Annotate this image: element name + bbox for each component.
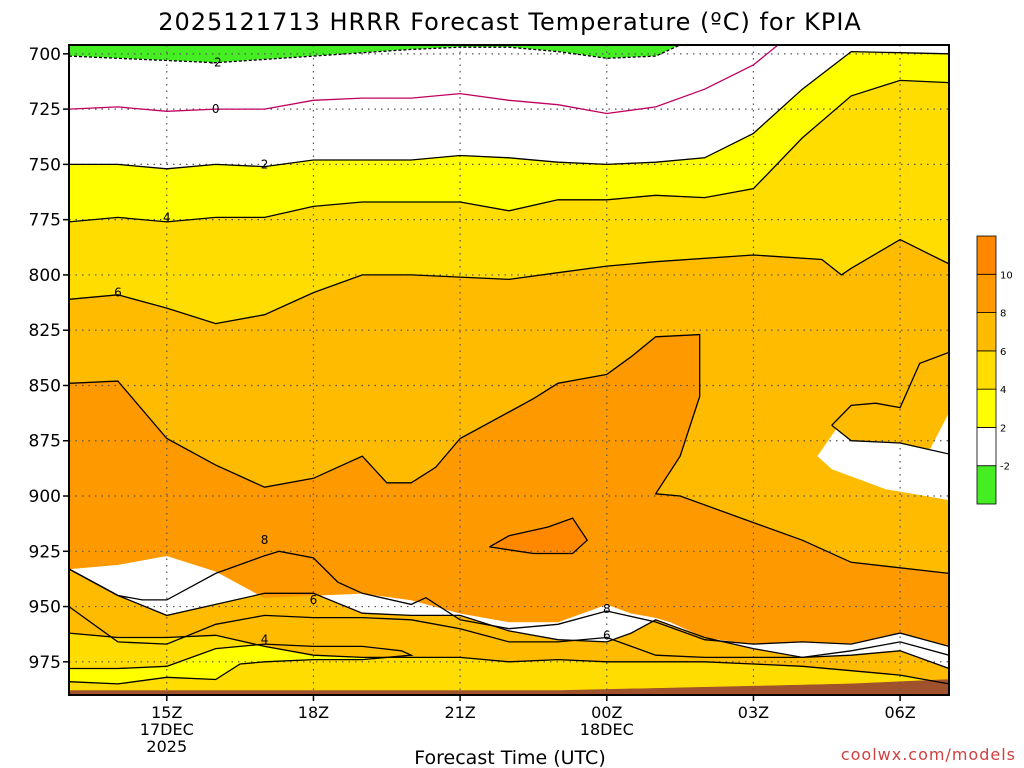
- x-tick-label-8-0: 21Z: [444, 703, 475, 722]
- y-tick-label-775: 775: [29, 211, 61, 231]
- contour-7: [831, 424, 949, 455]
- temperature-fill-regions: [69, 45, 949, 695]
- x-tick-label-11-0: 00Z: [591, 703, 622, 722]
- plot-frame: [68, 44, 950, 696]
- x-tick-label-2-1: 17DEC: [140, 720, 194, 739]
- contour-10: [69, 550, 949, 648]
- contour-3: [69, 79, 949, 223]
- y-tick-label-800: 800: [29, 266, 61, 286]
- colorbar-label-5: 10: [1000, 270, 1013, 281]
- contour-9: [69, 568, 949, 670]
- colorbar-swatch-5: [976, 273, 997, 313]
- x-tick-label-2-2: 2025: [146, 737, 187, 756]
- contour-labels: -2 0 2 4 6 8 8 6 6 4: [114, 56, 611, 647]
- contour-8: [489, 517, 589, 555]
- contour-13: [69, 643, 414, 685]
- colorbar-label-2: 4: [1000, 385, 1006, 396]
- grid-lines: [69, 45, 949, 695]
- contour-label-4: 6: [114, 286, 122, 300]
- colorbar-label-3: 6: [1000, 347, 1006, 358]
- y-tick-label-950: 950: [29, 598, 61, 618]
- contour-0: [69, 45, 681, 64]
- contour-5: [69, 333, 949, 575]
- colorbar-swatch-6: [976, 235, 997, 275]
- y-tick-label-925: 925: [29, 542, 61, 562]
- x-tick-label-11-1: 18DEC: [580, 720, 634, 739]
- colorbar: -2 2 4 6 8 10: [976, 235, 1013, 505]
- colorbar-swatch-4: [976, 312, 997, 352]
- colorbar-swatch-0: [976, 465, 997, 505]
- chart-title: 2025121713 HRRR Forecast Temperature (ºC…: [158, 8, 862, 36]
- x-tick-label-17-0: 06Z: [884, 703, 915, 722]
- contour-1: [69, 45, 779, 115]
- contour-6: [831, 351, 949, 426]
- y-axis: 700 725 750 775 800 825 850 875 900 925 950 975: [29, 45, 69, 673]
- contour-4: [69, 238, 949, 325]
- contour-label-0: -2: [210, 56, 222, 70]
- y-tick-label-900: 900: [29, 487, 61, 507]
- contour-label-10: 8: [603, 602, 611, 616]
- y-tick-label-875: 875: [29, 432, 61, 452]
- y-tick-label-975: 975: [29, 653, 61, 673]
- contour-label-2: 2: [261, 157, 269, 171]
- credit-text: coolwx.com/models: [841, 745, 1016, 764]
- colorbar-label-0: -2: [1000, 462, 1010, 473]
- colorbar-swatch-1: [976, 427, 997, 467]
- contour-label-3: 4: [163, 210, 171, 224]
- contour-2: [69, 50, 949, 170]
- y-tick-label-700: 700: [29, 45, 61, 65]
- colorbar-swatch-3: [976, 350, 997, 390]
- y-tick-label-850: 850: [29, 376, 61, 396]
- contour-label-1: 0: [212, 102, 220, 116]
- x-tick-label-2-0: 15Z: [151, 703, 182, 722]
- contour-label-13: 4: [261, 633, 269, 647]
- x-tick-label-5-0: 18Z: [298, 703, 329, 722]
- contour-label-9: 8: [261, 533, 269, 547]
- y-tick-label-825: 825: [29, 321, 61, 341]
- colorbar-swatch-2: [976, 388, 997, 428]
- contour-11: [69, 632, 949, 685]
- x-axis-label: Forecast Time (UTC): [414, 747, 605, 768]
- contour-12: [69, 606, 949, 659]
- contour-label-12: 6: [603, 628, 611, 642]
- y-tick-label-725: 725: [29, 100, 61, 120]
- colorbar-label-4: 8: [1000, 309, 1006, 320]
- colorbar-label-1: 2: [1000, 423, 1006, 434]
- y-tick-label-750: 750: [29, 155, 61, 175]
- x-tick-label-14-0: 03Z: [738, 703, 769, 722]
- temperature-contours: [69, 45, 949, 685]
- contour-label-11: 6: [310, 593, 318, 607]
